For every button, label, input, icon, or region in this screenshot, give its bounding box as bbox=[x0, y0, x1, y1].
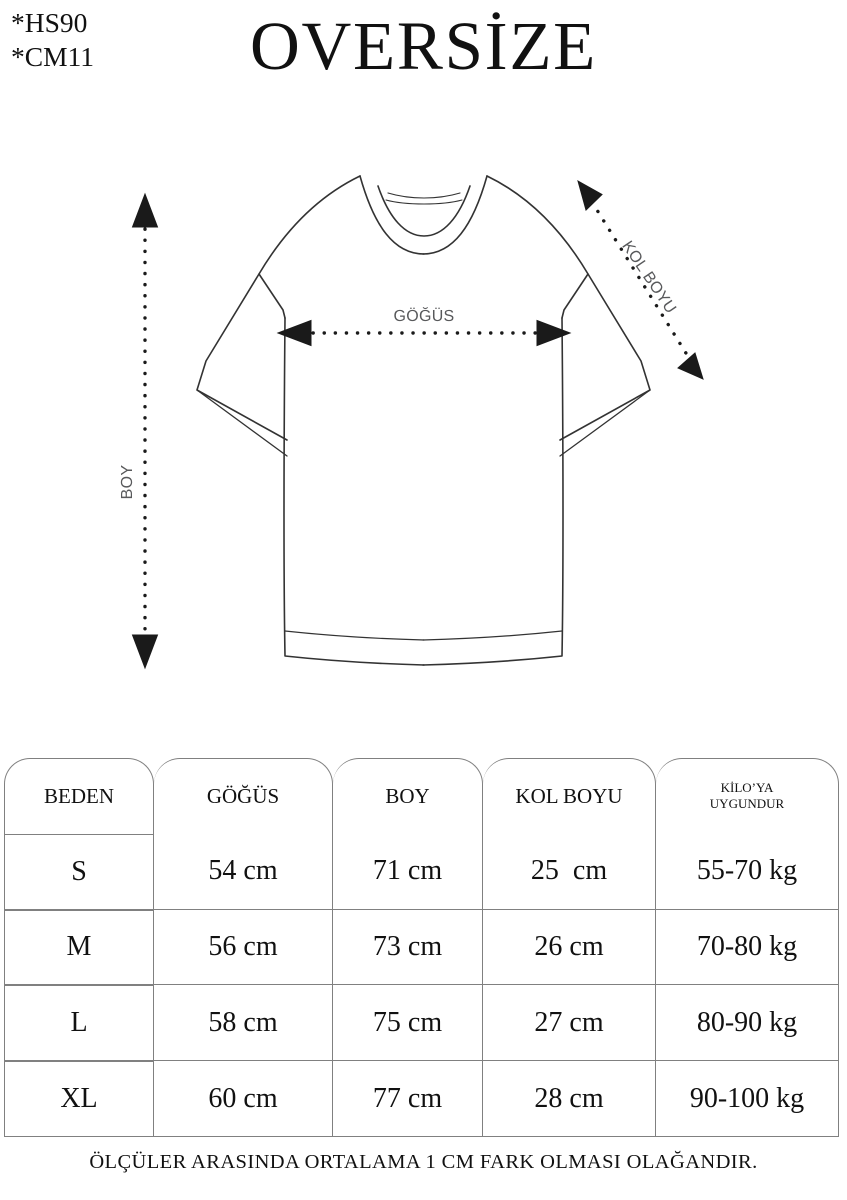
svg-text:KOL BOYU: KOL BOYU bbox=[618, 238, 679, 317]
svg-text:GÖĞÜS: GÖĞÜS bbox=[393, 307, 454, 325]
svg-text:BOY: BOY bbox=[119, 465, 136, 500]
